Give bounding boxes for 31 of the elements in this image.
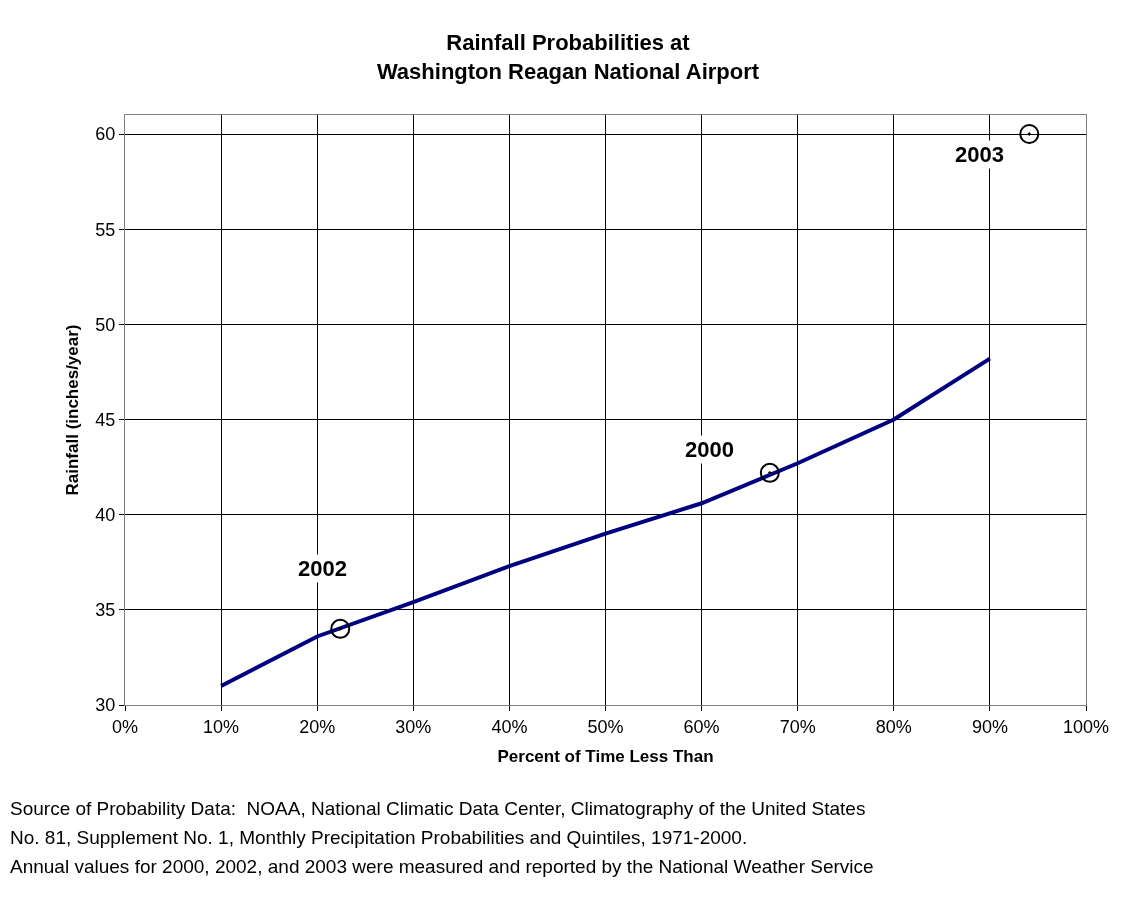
text: Annual values for 2000, 2002, and 2003 were measured and reported by the National Weather Service: [10, 856, 874, 877]
y-tick-label: 30: [95, 695, 116, 716]
line-series: [219, 356, 992, 688]
y-tick-label: 60: [95, 124, 116, 145]
x-tick-label: 0%: [111, 716, 139, 737]
x-tick-label: 100%: [1062, 716, 1110, 737]
x-tick-label: 30%: [395, 716, 432, 737]
annotation: 2000: [685, 437, 734, 462]
annotation: 2002: [298, 556, 347, 581]
chart-title: Rainfall Probabilities at Washington Reagan National Airport: [376, 30, 760, 84]
y-axis-title: Rainfall (inches/year): [62, 324, 82, 496]
point: [1019, 124, 1040, 145]
x-tick-label: 50%: [587, 716, 624, 737]
x-tick-label: 80%: [875, 716, 912, 737]
annotation: 2003: [955, 142, 1004, 167]
point: [759, 462, 780, 483]
point: [330, 618, 351, 639]
x-tick-label: 40%: [491, 716, 528, 737]
y-tick-label: 50: [95, 314, 116, 335]
x-tick-label: 60%: [683, 716, 720, 737]
y-tick-label: 35: [95, 600, 116, 621]
y-tick-label: 40: [95, 504, 116, 525]
y-tick-label: 55: [95, 219, 116, 240]
x-tick-label: 20%: [299, 716, 336, 737]
text: No. 81, Supplement No. 1, Monthly Precipitation Probabilities and Quintiles, 1971-2000.: [10, 827, 748, 848]
x-tick-label: 70%: [779, 716, 816, 737]
y-tick-label: 45: [95, 409, 116, 430]
x-tick-label: 10%: [203, 716, 240, 737]
x-axis-title: Percent of Time Less Than: [497, 747, 714, 766]
source-note: Source of Probability Data: NOAA, National Climatic Data Center, Climatography of the United States: [10, 798, 866, 819]
x-tick-label: 90%: [971, 716, 1008, 737]
